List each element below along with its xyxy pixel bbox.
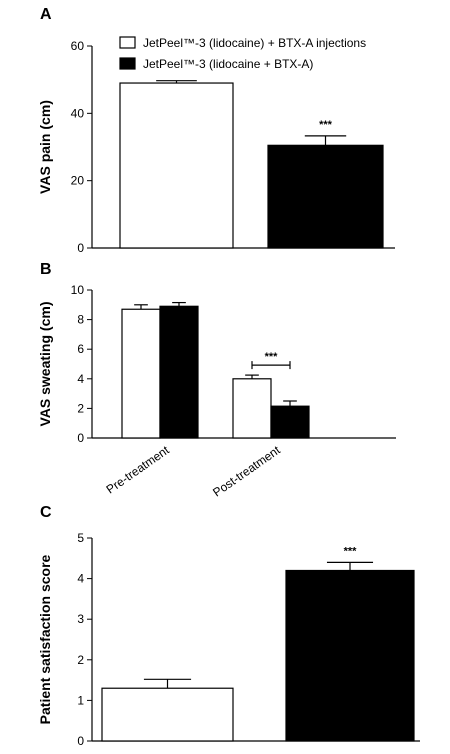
y-tick-label: 0 (77, 734, 84, 748)
significance-label: *** (265, 351, 279, 363)
legend: JetPeel™-3 (lidocaine) + BTX-A injection… (119, 36, 366, 71)
panel-c-chart: 0 1 2 3 4 5 Patient satisfaction score *** (37, 531, 420, 748)
legend-swatch-black (119, 57, 136, 70)
y-tick-label: 40 (71, 106, 85, 120)
significance-label: *** (344, 545, 358, 557)
bar-white (101, 687, 234, 742)
legend-label-2: JetPeel™-3 (lidocaine + BTX-A) (143, 57, 313, 71)
y-tick-label: 3 (77, 612, 84, 626)
y-tick-label: 2 (77, 401, 84, 415)
legend-label-1: JetPeel™-3 (lidocaine) + BTX-A injection… (143, 36, 366, 50)
y-tick-label: 1 (77, 693, 84, 707)
panel-letter-c: C (40, 504, 52, 521)
bar-black (159, 305, 199, 439)
panel-a-chart: 0 20 40 60 VAS pain (cm) *** (37, 39, 395, 255)
panel-b-chart: 0 2 4 6 8 10 VAS sweating (cm) Pre-treatment Pos… (37, 283, 396, 500)
bar-white (119, 82, 234, 249)
legend-swatch-white (119, 36, 136, 49)
y-tick-label: 10 (71, 283, 85, 297)
bar-black (270, 405, 310, 439)
y-axis-label: VAS sweating (cm) (37, 302, 53, 427)
y-tick-label: 6 (77, 342, 84, 356)
y-tick-label: 8 (77, 313, 84, 327)
y-tick-label: 0 (77, 241, 84, 255)
bar-white (121, 308, 161, 439)
x-category-label: Pre-treatment (104, 443, 173, 497)
y-tick-label: 4 (77, 372, 84, 386)
bar-white (232, 378, 272, 439)
y-tick-label: 0 (77, 431, 84, 445)
panel-letter-b: B (40, 261, 52, 278)
y-tick-label: 60 (71, 39, 85, 53)
panel-letter-a: A (40, 6, 52, 23)
y-tick-label: 5 (77, 531, 84, 545)
bar-black (267, 144, 384, 249)
y-axis-label: Patient satisfaction score (37, 554, 53, 724)
y-tick-label: 2 (77, 653, 84, 667)
y-tick-label: 20 (71, 174, 85, 188)
significance-label: *** (319, 119, 333, 131)
bar-black (285, 569, 415, 742)
y-axis-label: VAS pain (cm) (37, 100, 53, 194)
x-category-label: Post-treatment (210, 443, 283, 500)
y-tick-label: 4 (77, 572, 84, 586)
